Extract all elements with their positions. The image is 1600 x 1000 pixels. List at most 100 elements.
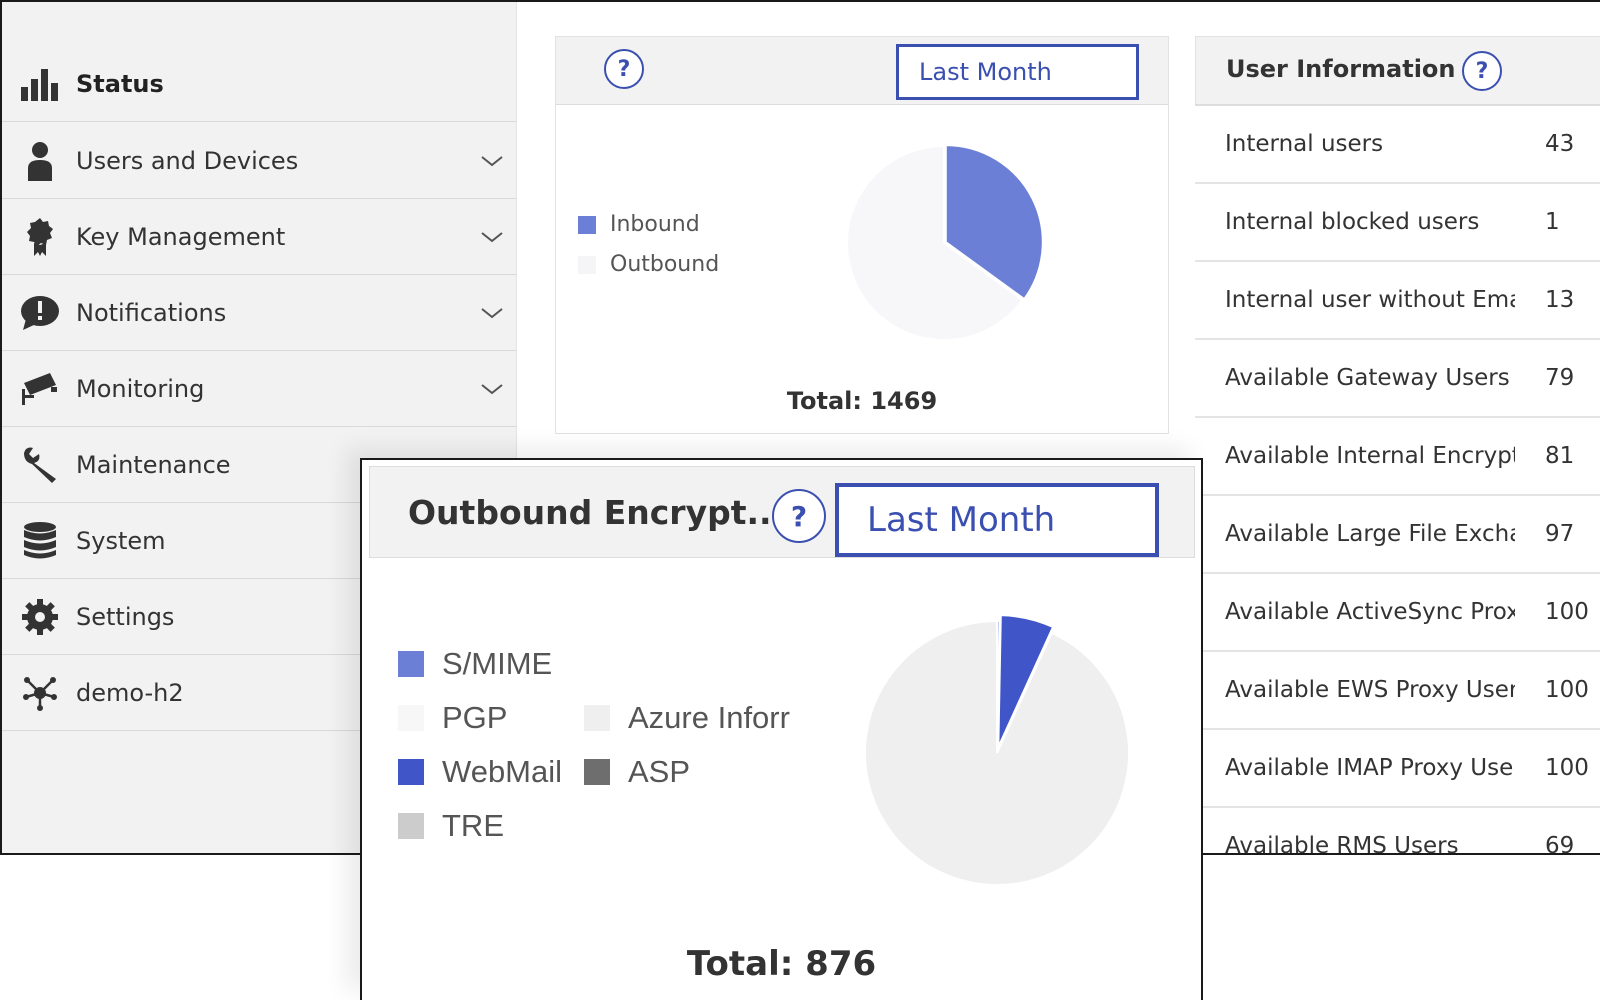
legend-swatch bbox=[398, 759, 424, 785]
help-button[interactable]: ? bbox=[772, 489, 826, 543]
sidebar-item-demo-h2[interactable]: demo-h2 bbox=[2, 655, 517, 731]
outbound-encryption-card: Outbound Encrypt... ? Last Month S/MIME … bbox=[360, 458, 1203, 1000]
user-info-row: Available EWS Proxy User 100 bbox=[1195, 652, 1600, 730]
card-header: Outbound Encrypt... ? Last Month bbox=[369, 466, 1195, 558]
alert-bubble-icon bbox=[20, 293, 60, 333]
chevron-down-icon[interactable] bbox=[480, 149, 504, 173]
traffic-total: Total: 1469 bbox=[786, 387, 938, 415]
user-info-label: Available Large File Excha bbox=[1225, 521, 1515, 547]
legend-swatch bbox=[398, 813, 424, 839]
user-info-label: Internal blocked users bbox=[1225, 209, 1480, 235]
user-info-row: Available Internal Encrypt 81 bbox=[1195, 418, 1600, 496]
legend-item-webmail: WebMail bbox=[398, 754, 562, 790]
user-info-row: Available ActiveSync Prox 100 bbox=[1195, 574, 1600, 652]
sidebar-item-maintenance[interactable]: Maintenance bbox=[2, 427, 517, 503]
chevron-down-icon[interactable] bbox=[480, 377, 504, 401]
sidebar-item-label: Key Management bbox=[76, 222, 286, 251]
sidebar-item-label: demo-h2 bbox=[76, 678, 184, 707]
legend-label: Azure Inforr bbox=[628, 700, 790, 735]
sidebar-item-status[interactable]: Status bbox=[2, 46, 517, 122]
certificate-icon bbox=[20, 217, 60, 257]
legend-label: PGP bbox=[442, 700, 508, 735]
period-selector[interactable]: Last Month bbox=[896, 44, 1139, 100]
sidebar-item-users-and-devices[interactable]: Users and Devices bbox=[2, 123, 517, 199]
user-info-title: User Information bbox=[1226, 55, 1456, 83]
sidebar-item-monitoring[interactable]: Monitoring bbox=[2, 351, 517, 427]
user-info-value: 100 bbox=[1545, 755, 1589, 781]
user-info-header: User Information ? bbox=[1195, 36, 1600, 106]
legend-item-azure: Azure Inforr bbox=[584, 700, 790, 736]
user-info-label: Available EWS Proxy User bbox=[1225, 677, 1515, 703]
legend-swatch bbox=[398, 651, 424, 677]
user-info-row: Internal blocked users 1 bbox=[1195, 184, 1600, 262]
user-info-value: 1 bbox=[1545, 209, 1560, 235]
encryption-pie-chart bbox=[864, 614, 1130, 886]
user-info-label: Available Gateway Users bbox=[1225, 365, 1510, 391]
user-info-value: 69 bbox=[1545, 833, 1575, 855]
legend-label: Outbound bbox=[610, 252, 720, 277]
card-title: Outbound Encrypt... bbox=[408, 493, 785, 532]
legend-label: ASP bbox=[628, 754, 691, 789]
app-window: Status Users and Devices Key Management … bbox=[0, 0, 1600, 855]
encryption-total: Total: 876 bbox=[686, 944, 877, 984]
sidebar-item-label: Status bbox=[76, 69, 164, 98]
user-info-value: 13 bbox=[1545, 287, 1575, 313]
user-info-label: Internal users bbox=[1225, 131, 1384, 157]
legend-item-tre: TRE bbox=[398, 808, 504, 844]
legend-swatch bbox=[584, 705, 610, 731]
user-information-panel: User Information ? Internal users 43 Inter… bbox=[1195, 36, 1600, 855]
user-info-label: Available IMAP Proxy Use bbox=[1225, 755, 1514, 781]
legend-item-pgp: PGP bbox=[398, 700, 507, 736]
user-info-label: Available RMS Users bbox=[1225, 833, 1459, 855]
legend-label: WebMail bbox=[442, 754, 563, 789]
traffic-pie-chart bbox=[846, 144, 1044, 341]
help-button[interactable]: ? bbox=[1462, 51, 1502, 91]
user-info-value: 97 bbox=[1545, 521, 1575, 547]
chevron-down-icon[interactable] bbox=[480, 225, 504, 249]
sidebar-item-key-management[interactable]: Key Management bbox=[2, 199, 517, 275]
sidebar-item-label: Settings bbox=[76, 602, 175, 631]
user-info-row: Internal users 43 bbox=[1195, 106, 1600, 184]
card-header: ? Last Month bbox=[556, 37, 1168, 105]
user-icon bbox=[20, 141, 60, 181]
period-selector[interactable]: Last Month bbox=[835, 483, 1159, 557]
sidebar-item-label: Notifications bbox=[76, 298, 227, 327]
user-info-value: 81 bbox=[1545, 443, 1575, 469]
legend-item-outbound: Outbound bbox=[578, 252, 719, 277]
database-icon bbox=[20, 521, 60, 561]
legend-item-inbound: Inbound bbox=[578, 212, 700, 237]
user-info-row: Internal user without Ema 13 bbox=[1195, 262, 1600, 340]
user-info-label: Internal user without Ema bbox=[1225, 287, 1515, 313]
camera-icon bbox=[20, 369, 60, 409]
legend-swatch bbox=[584, 759, 610, 785]
chevron-down-icon[interactable] bbox=[480, 301, 504, 325]
user-info-value: 79 bbox=[1545, 365, 1575, 391]
pie-slice-azure-inforr[interactable] bbox=[864, 619, 1130, 886]
user-info-value: 43 bbox=[1545, 131, 1575, 157]
gear-icon bbox=[20, 597, 60, 637]
pie-slice-outbound[interactable] bbox=[846, 144, 1024, 341]
legend-label: Inbound bbox=[610, 212, 700, 237]
user-info-row: Available RMS Users 69 bbox=[1195, 808, 1600, 855]
sidebar-item-notifications[interactable]: Notifications bbox=[2, 275, 517, 351]
user-info-label: Available Internal Encrypt bbox=[1225, 443, 1515, 469]
legend-item-asp: ASP bbox=[584, 754, 690, 790]
legend-swatch bbox=[578, 255, 596, 274]
user-info-value: 100 bbox=[1545, 599, 1589, 625]
legend-swatch bbox=[578, 215, 596, 234]
legend-label: S/MIME bbox=[442, 646, 553, 681]
user-info-row: Available IMAP Proxy Use 100 bbox=[1195, 730, 1600, 808]
sidebar-item-label: System bbox=[76, 526, 166, 555]
sidebar-item-system[interactable]: System bbox=[2, 503, 517, 579]
sidebar-item-label: Users and Devices bbox=[76, 146, 299, 175]
cluster-icon bbox=[20, 673, 60, 713]
sidebar-item-settings[interactable]: Settings bbox=[2, 579, 517, 655]
legend-item-smime: S/MIME bbox=[398, 646, 552, 682]
pie-slice-inbound[interactable] bbox=[944, 144, 1044, 301]
pie-slice-webmail[interactable] bbox=[997, 614, 1055, 748]
sidebar-item-label: Maintenance bbox=[76, 450, 231, 479]
user-info-label: Available ActiveSync Prox bbox=[1225, 599, 1515, 625]
traffic-card: ? Last Month Inbound Outbound Total: 146… bbox=[555, 36, 1169, 434]
sidebar-item-label: Monitoring bbox=[76, 374, 205, 403]
help-button[interactable]: ? bbox=[604, 49, 644, 89]
